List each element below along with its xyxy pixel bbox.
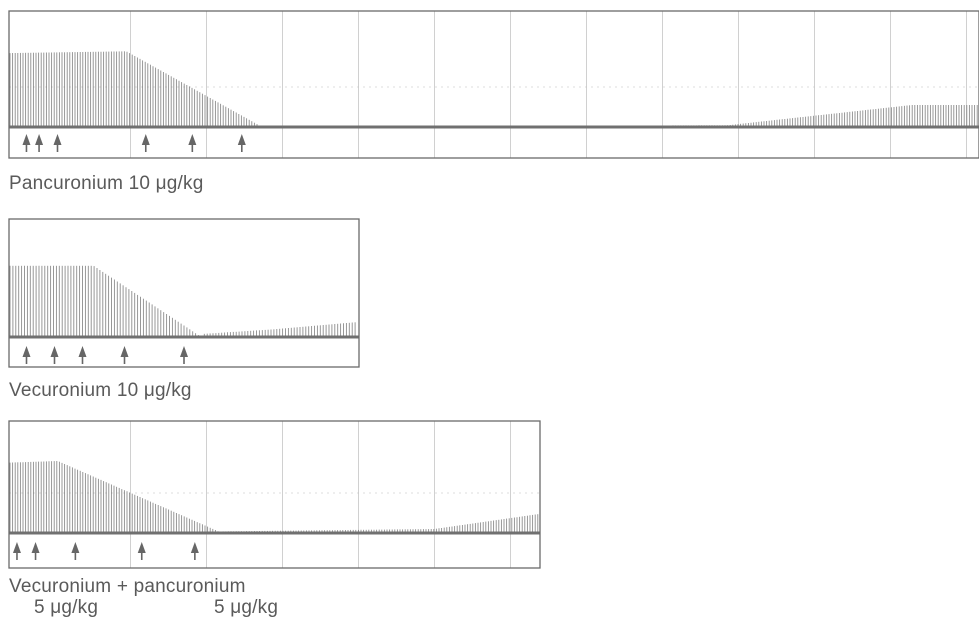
pancuronium-dose-label: 5 μg/kg	[214, 598, 278, 618]
vecuronium-trace-chart	[0, 210, 365, 370]
trace-paper	[9, 421, 540, 568]
vecuronium-caption: Vecuronium 10 μg/kg	[9, 380, 192, 402]
pancuronium-caption: Pancuronium 10 μg/kg	[9, 173, 204, 195]
combination-trace-chart	[0, 415, 546, 575]
trace-paper	[9, 219, 359, 367]
trace-paper	[9, 11, 979, 158]
combination-caption: Vecuronium + pancuronium	[9, 577, 246, 597]
pancuronium-trace-chart	[0, 0, 979, 170]
vecuronium-dose-label: 5 μg/kg	[34, 598, 98, 618]
